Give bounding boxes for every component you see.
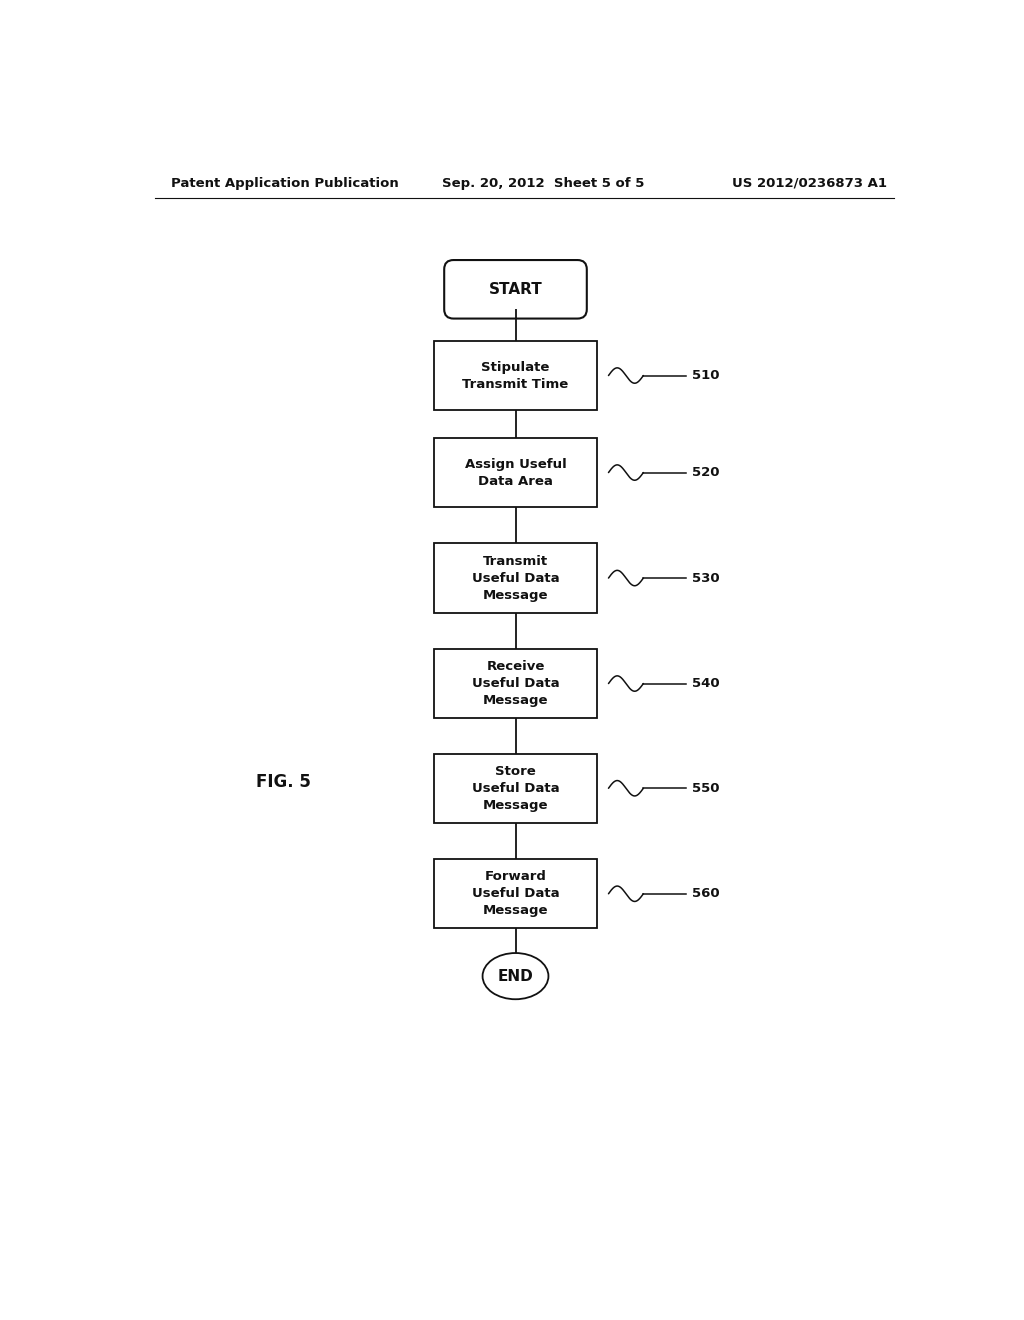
Text: 510: 510 [692, 370, 720, 381]
Text: Stipulate
Transmit Time: Stipulate Transmit Time [463, 360, 568, 391]
Text: US 2012/0236873 A1: US 2012/0236873 A1 [732, 177, 888, 190]
Text: FIG. 5: FIG. 5 [256, 774, 310, 791]
Text: Assign Useful
Data Area: Assign Useful Data Area [465, 458, 566, 487]
Text: 560: 560 [692, 887, 720, 900]
Text: START: START [488, 281, 543, 297]
Text: 540: 540 [692, 677, 720, 690]
Text: Store
Useful Data
Message: Store Useful Data Message [472, 764, 559, 812]
Bar [434, 754, 597, 822]
Text: Sep. 20, 2012  Sheet 5 of 5: Sep. 20, 2012 Sheet 5 of 5 [442, 177, 644, 190]
FancyBboxPatch shape [444, 260, 587, 318]
Ellipse shape [482, 953, 549, 999]
Bar [434, 649, 597, 718]
Bar [434, 438, 597, 507]
Text: Receive
Useful Data
Message: Receive Useful Data Message [472, 660, 559, 708]
Bar [434, 544, 597, 612]
Text: Patent Application Publication: Patent Application Publication [171, 177, 398, 190]
Bar [434, 859, 597, 928]
Text: END: END [498, 969, 534, 983]
Text: Transmit
Useful Data
Message: Transmit Useful Data Message [472, 554, 559, 602]
Text: Forward
Useful Data
Message: Forward Useful Data Message [472, 870, 559, 917]
Bar [434, 341, 597, 411]
Text: 520: 520 [692, 466, 720, 479]
Text: 530: 530 [692, 572, 720, 585]
Text: 550: 550 [692, 781, 720, 795]
